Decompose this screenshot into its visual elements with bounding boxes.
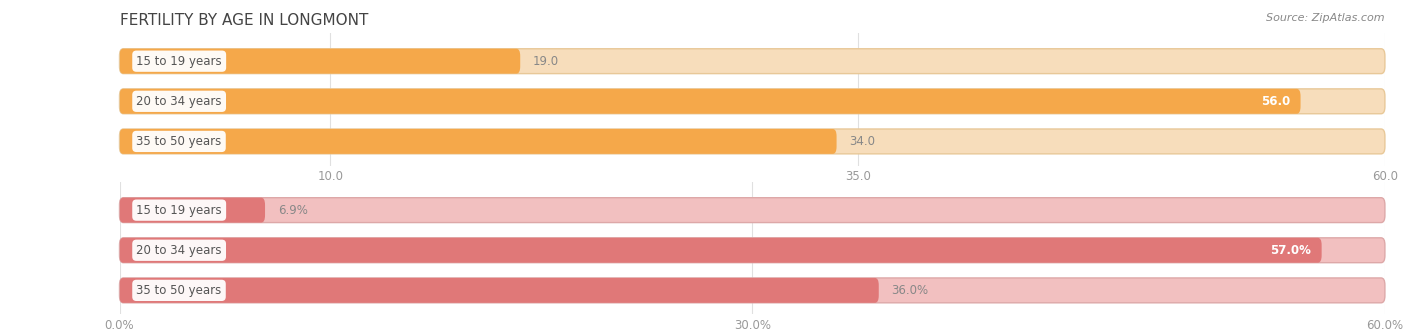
Text: Source: ZipAtlas.com: Source: ZipAtlas.com xyxy=(1267,13,1385,23)
Text: 35 to 50 years: 35 to 50 years xyxy=(136,135,222,148)
Text: 6.9%: 6.9% xyxy=(278,204,308,216)
FancyBboxPatch shape xyxy=(120,238,1385,263)
FancyBboxPatch shape xyxy=(120,198,1385,222)
Text: FERTILITY BY AGE IN LONGMONT: FERTILITY BY AGE IN LONGMONT xyxy=(120,13,368,28)
Text: 57.0%: 57.0% xyxy=(1270,244,1312,257)
FancyBboxPatch shape xyxy=(120,89,1385,114)
FancyBboxPatch shape xyxy=(120,238,1322,263)
FancyBboxPatch shape xyxy=(120,49,1385,73)
Text: 35 to 50 years: 35 to 50 years xyxy=(136,284,222,297)
Text: 20 to 34 years: 20 to 34 years xyxy=(136,244,222,257)
Text: 36.0%: 36.0% xyxy=(891,284,928,297)
FancyBboxPatch shape xyxy=(120,49,520,73)
FancyBboxPatch shape xyxy=(120,198,264,222)
FancyBboxPatch shape xyxy=(120,89,1301,114)
Text: 34.0: 34.0 xyxy=(849,135,875,148)
Text: 19.0: 19.0 xyxy=(533,55,560,68)
FancyBboxPatch shape xyxy=(120,278,1385,303)
Text: 20 to 34 years: 20 to 34 years xyxy=(136,95,222,108)
Text: 15 to 19 years: 15 to 19 years xyxy=(136,204,222,216)
Text: 56.0: 56.0 xyxy=(1261,95,1291,108)
FancyBboxPatch shape xyxy=(120,278,879,303)
FancyBboxPatch shape xyxy=(120,129,1385,154)
FancyBboxPatch shape xyxy=(120,129,837,154)
Text: 15 to 19 years: 15 to 19 years xyxy=(136,55,222,68)
